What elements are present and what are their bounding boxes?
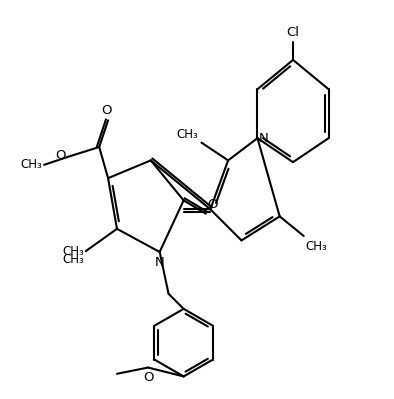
Text: O: O xyxy=(55,150,65,162)
Text: N: N xyxy=(155,255,165,269)
Text: CH₃: CH₃ xyxy=(62,245,84,258)
Text: CH₃: CH₃ xyxy=(305,239,327,253)
Text: O: O xyxy=(143,371,153,384)
Text: N: N xyxy=(259,132,269,145)
Text: Cl: Cl xyxy=(286,26,299,39)
Text: CH₃: CH₃ xyxy=(20,158,42,171)
Text: CH₃: CH₃ xyxy=(62,253,84,266)
Text: O: O xyxy=(101,104,112,117)
Text: CH₃: CH₃ xyxy=(176,128,198,141)
Text: O: O xyxy=(208,198,218,211)
